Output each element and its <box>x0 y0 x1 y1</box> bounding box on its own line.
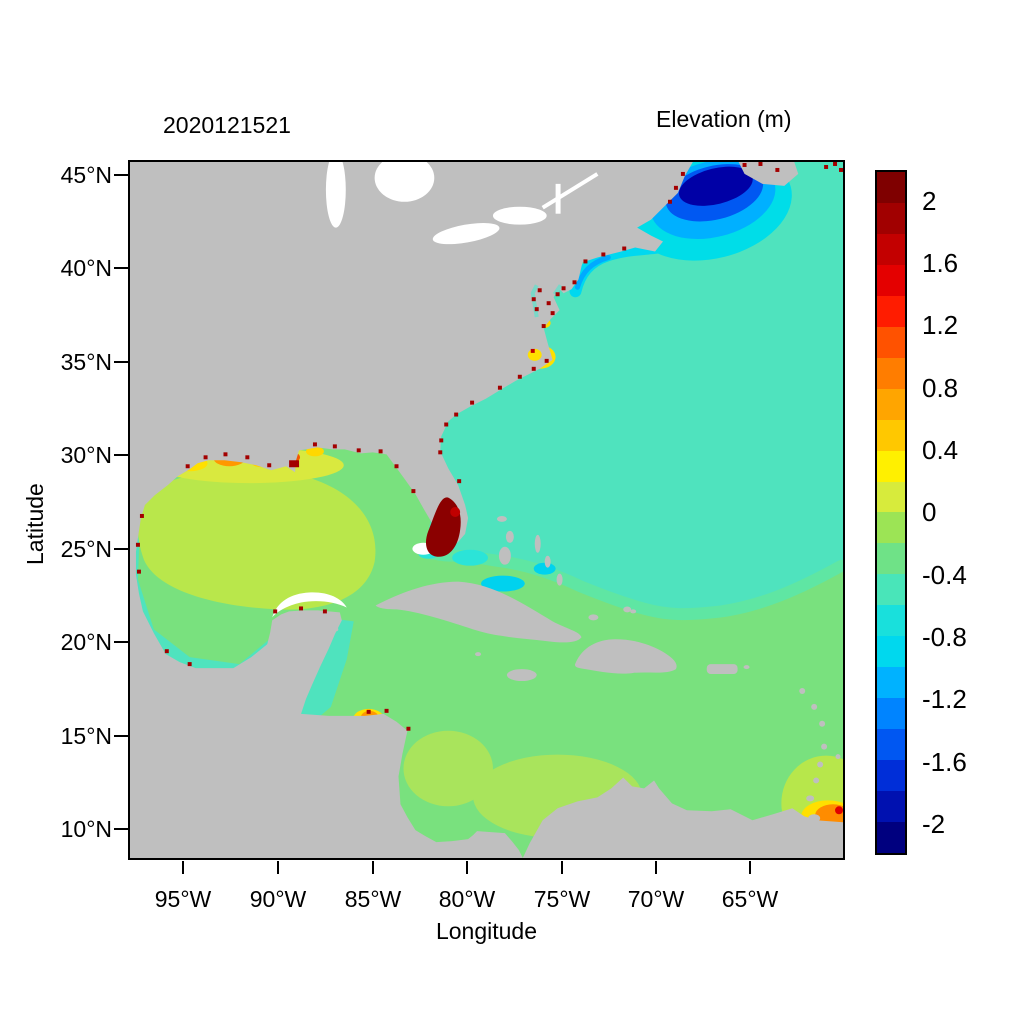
timestamp-title: 2020121521 <box>163 112 291 138</box>
colorbar-segment <box>877 388 905 420</box>
x-tick-mark <box>749 861 751 874</box>
colorbar-segment <box>877 605 905 637</box>
south-america-land <box>522 777 843 858</box>
colorbar-tick-label: 1.6 <box>922 248 959 278</box>
y-tick-mark <box>114 174 128 176</box>
colorbar-segment <box>877 295 905 327</box>
y-tick-label: 10°N <box>60 816 112 842</box>
x-tick-mark <box>466 861 468 874</box>
colorbar-tick-label: -0.4 <box>922 560 967 590</box>
colorbar-segment <box>877 574 905 606</box>
colorbar-segment <box>877 172 905 203</box>
colorbar-segment <box>877 202 905 234</box>
colorbar-segment <box>877 233 905 265</box>
colorbar-title: Elevation (m) <box>656 106 792 132</box>
hispaniola-land <box>574 639 677 674</box>
colorbar-segment <box>877 450 905 482</box>
colorbar-tick-label: -2 <box>922 809 946 839</box>
colorbar-segment <box>877 264 905 296</box>
north-america-land <box>130 162 693 858</box>
nj-coastal-band <box>575 254 611 290</box>
colorbar-segment <box>877 667 905 699</box>
x-tick-mark <box>372 861 374 874</box>
islands <box>333 515 841 823</box>
colorbar-gradient <box>875 170 907 855</box>
y-tick-mark <box>114 267 128 269</box>
gulf-of-maine-low <box>631 162 792 261</box>
colorbar-tick-label: -1.2 <box>922 684 967 714</box>
y-tick-mark <box>114 548 128 550</box>
y-tick-label: 25°N <box>60 536 112 562</box>
campeche-bank-mask <box>272 592 347 618</box>
great-lakes <box>325 162 599 245</box>
y-tick-label: 40°N <box>60 255 112 281</box>
y-tick-label: 35°N <box>60 349 112 375</box>
florida-surge-hotspot <box>425 497 461 557</box>
colorbar-segment <box>877 791 905 823</box>
x-tick-label: 75°W <box>533 886 591 912</box>
x-tick-label: 65°W <box>721 886 779 912</box>
y-tick-mark <box>114 828 128 830</box>
colorbar-segment <box>877 357 905 389</box>
y-tick-label: 20°N <box>60 629 112 655</box>
colorbar-segment <box>877 760 905 792</box>
colorbar-segment <box>877 729 905 761</box>
y-tick-mark <box>114 735 128 737</box>
x-tick-mark <box>277 861 279 874</box>
pamlico-hotspot <box>527 348 542 361</box>
colorbar-segment <box>877 822 905 853</box>
w-caribbean-patch <box>403 730 493 807</box>
colorbar-segment <box>877 636 905 668</box>
x-tick-label: 85°W <box>344 886 402 912</box>
trinidad-land <box>808 814 821 823</box>
cuba-land <box>375 581 582 643</box>
nova-scotia-land <box>738 162 799 186</box>
colorbar-segment <box>877 326 905 358</box>
x-tick-label: 95°W <box>154 886 212 912</box>
x-axis-title: Longitude <box>435 918 538 944</box>
colorbar-tick-label: -0.8 <box>922 622 967 652</box>
y-tick-label: 45°N <box>60 162 112 188</box>
x-tick-mark <box>561 861 563 874</box>
puerto-rico-land <box>706 664 738 675</box>
colorbar-tick-label: 2 <box>922 186 937 216</box>
x-tick-label: 80°W <box>438 886 496 912</box>
colorbar-segment <box>877 481 905 513</box>
jamaica-land <box>506 669 537 682</box>
colorbar-tick-label: 0.4 <box>922 435 959 465</box>
y-axis-title: Latitude <box>22 483 48 565</box>
colorbar-segment <box>877 698 905 730</box>
colorbar-tick-label: 0 <box>922 497 937 527</box>
y-tick-mark <box>114 454 128 456</box>
colorbar-tick-label: 1.2 <box>922 310 959 340</box>
x-tick-label: 70°W <box>627 886 685 912</box>
y-tick-label: 15°N <box>60 723 112 749</box>
x-tick-label: 90°W <box>249 886 307 912</box>
y-tick-label: 30°N <box>60 442 112 468</box>
x-tick-mark <box>182 861 184 874</box>
gulf-of-mexico-region <box>137 469 376 610</box>
colorbar-tick-label: -1.6 <box>922 747 967 777</box>
map-canvas <box>130 162 843 858</box>
colorbar-segment <box>877 512 905 544</box>
colorbar-segment <box>877 543 905 575</box>
y-tick-mark <box>114 641 128 643</box>
y-tick-mark <box>114 361 128 363</box>
coastal-surge-cells <box>135 162 843 731</box>
colorbar-tick-label: 0.8 <box>922 373 959 403</box>
x-tick-mark <box>655 861 657 874</box>
plot-area <box>128 160 845 860</box>
colorbar-segment <box>877 419 905 451</box>
